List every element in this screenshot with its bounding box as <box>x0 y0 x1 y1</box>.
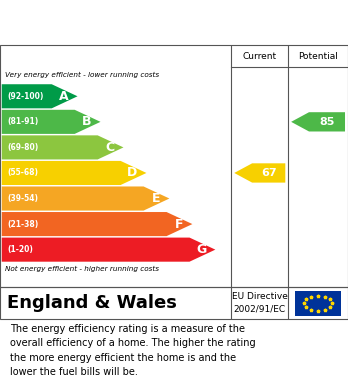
Text: (69-80): (69-80) <box>7 143 38 152</box>
Text: Not energy efficient - higher running costs: Not energy efficient - higher running co… <box>5 265 159 272</box>
Text: F: F <box>175 217 183 231</box>
Polygon shape <box>2 161 147 185</box>
Text: (21-38): (21-38) <box>7 220 38 229</box>
Text: D: D <box>127 167 137 179</box>
Polygon shape <box>291 112 345 131</box>
Text: (39-54): (39-54) <box>7 194 38 203</box>
Text: E: E <box>152 192 160 205</box>
Polygon shape <box>2 135 124 160</box>
Polygon shape <box>2 187 169 211</box>
Bar <box>295 291 341 316</box>
Text: A: A <box>59 90 69 103</box>
Text: Current: Current <box>243 52 277 61</box>
Text: (92-100): (92-100) <box>7 92 44 101</box>
Text: The energy efficiency rating is a measure of the
overall efficiency of a home. T: The energy efficiency rating is a measur… <box>10 324 256 377</box>
Polygon shape <box>2 212 192 236</box>
Polygon shape <box>2 84 78 108</box>
Text: 67: 67 <box>261 168 277 178</box>
Polygon shape <box>2 238 215 262</box>
Polygon shape <box>2 110 101 134</box>
Text: England & Wales: England & Wales <box>7 294 177 312</box>
Text: G: G <box>196 243 206 256</box>
Text: C: C <box>105 141 114 154</box>
Text: (81-91): (81-91) <box>7 117 38 126</box>
Text: Energy Efficiency Rating: Energy Efficiency Rating <box>59 13 289 32</box>
Text: Potential: Potential <box>298 52 338 61</box>
Text: Very energy efficient - lower running costs: Very energy efficient - lower running co… <box>5 72 159 78</box>
Text: EU Directive
2002/91/EC: EU Directive 2002/91/EC <box>232 292 288 314</box>
Text: (1-20): (1-20) <box>7 245 33 254</box>
Text: B: B <box>82 115 92 128</box>
Text: (55-68): (55-68) <box>7 169 38 178</box>
Polygon shape <box>234 163 285 183</box>
Text: 85: 85 <box>319 117 335 127</box>
